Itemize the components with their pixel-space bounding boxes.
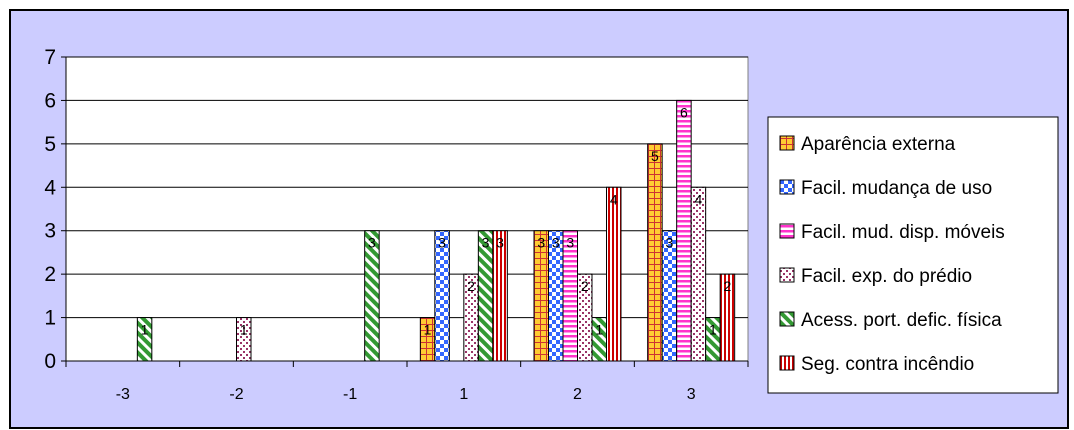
bar-value-label: 4: [695, 191, 703, 207]
bar-value-label: 1: [595, 322, 603, 338]
legend-box: [767, 116, 1059, 394]
bar-value-label: 2: [581, 278, 589, 294]
y-tick-labels: 0 1 2 3 4 5 6 7: [44, 46, 56, 373]
x-tick-label: -2: [229, 386, 243, 403]
bar-value-label: 1: [240, 322, 248, 338]
bar-value-label: 4: [610, 191, 618, 207]
bar: [676, 99, 692, 362]
legend-entry-label: Facil. exp. do prédio: [801, 266, 972, 287]
gridlines: [66, 56, 748, 319]
y-tick-label: 2: [44, 263, 56, 286]
bar-value-label: 3: [566, 235, 574, 251]
bars: [136, 99, 736, 362]
legend-swatch: [779, 311, 795, 327]
bar: [606, 186, 622, 362]
axes: [61, 56, 749, 367]
legend-entry-label: Acess. port. defic. física: [801, 310, 1002, 331]
bar-value-label: 3: [496, 235, 504, 251]
legend: Aparência externa Facil. mudança de uso Fa…: [767, 116, 1059, 394]
bar-value-label: 5: [651, 148, 659, 164]
x-tick-label: -1: [343, 386, 357, 403]
legend-swatch: [779, 135, 795, 151]
legend-entry-label: Facil. mud. disp. móveis: [801, 222, 1005, 243]
bar-value-label: 3: [537, 235, 545, 251]
legend-swatch: [779, 355, 795, 371]
y-tick-label: 4: [44, 176, 56, 199]
x-tick-label: 3: [687, 386, 696, 403]
bar: [647, 143, 663, 362]
plot-area: [65, 56, 749, 362]
bar: [690, 186, 707, 362]
y-tick-label: 5: [44, 133, 56, 156]
x-tick-label: 2: [573, 386, 582, 403]
legend-swatch: [779, 179, 795, 195]
y-tick-label: 1: [44, 307, 56, 330]
bar-value-label: 3: [666, 235, 674, 251]
x-tick-label: 1: [459, 386, 468, 403]
bar-value-label: 3: [552, 235, 560, 251]
bar-value-label: 1: [709, 322, 717, 338]
x-tick-labels: -3 -2 -1 1 2 3: [116, 386, 696, 403]
y-tick-label: 7: [44, 46, 56, 69]
legend-entry-label: Facil. mudança de uso: [801, 178, 992, 199]
legend-entry-label: Aparência externa: [801, 134, 956, 155]
bar-value-label: 1: [141, 322, 149, 338]
bar-value-label: 3: [438, 235, 446, 251]
bar-value-label: 2: [724, 278, 732, 294]
y-tick-label: 6: [44, 89, 56, 112]
bar-value-label: 3: [368, 235, 376, 251]
y-tick-label: 3: [44, 220, 56, 243]
legend-swatch: [779, 223, 795, 239]
bar-value-label: 6: [680, 104, 688, 120]
bar-value-label: 3: [482, 235, 490, 251]
y-tick-label: 0: [44, 350, 56, 373]
bar-value-label: 1: [424, 322, 432, 338]
x-tick-label: -3: [116, 386, 130, 403]
legend-swatch: [779, 267, 795, 283]
bar-value-label: 2: [467, 278, 475, 294]
legend-entry-label: Seg. contra incêndio: [801, 354, 974, 375]
